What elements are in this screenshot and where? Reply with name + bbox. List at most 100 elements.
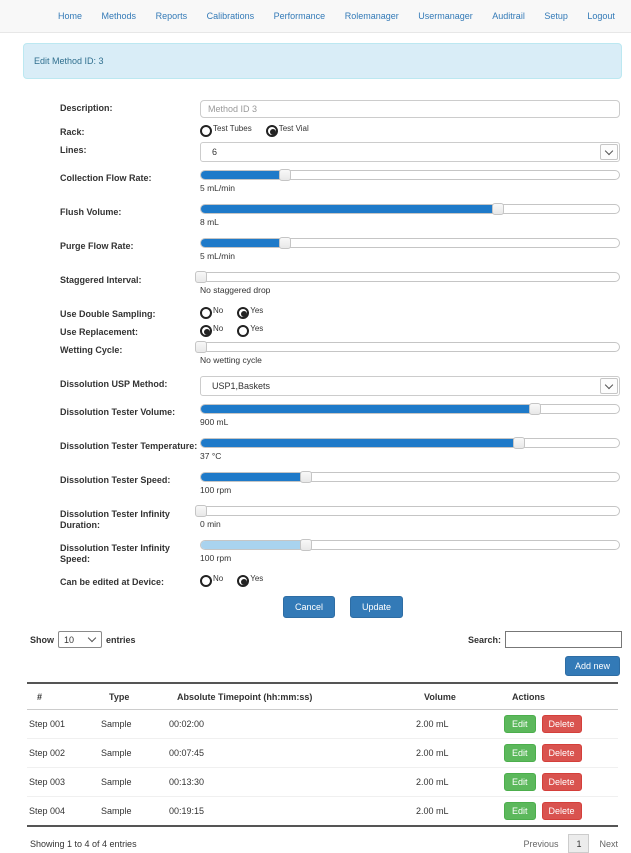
slider-handle[interactable] [278,237,291,249]
slider-handle[interactable] [195,341,207,353]
dissolution-usp-method-select[interactable]: USP1,Baskets [200,376,620,396]
cell-step-id: Step 003 [27,767,99,797]
cell-step-id: Step 002 [27,738,99,768]
slider-handle[interactable] [278,169,291,181]
staggered-interval-value: No staggered drop [200,285,271,295]
collection-flow-rate-value: 5 mL/min [200,183,235,193]
dissolution-tester-volume-label: Dissolution Tester Volume: [60,407,176,417]
device-edit-radio-no[interactable]: No [200,574,224,587]
cancel-button[interactable]: Cancel [283,596,336,618]
purge-flow-rate-value: 5 mL/min [200,251,235,261]
double-sampling-radio-yes[interactable]: Yes [237,306,264,319]
dissolution-tester-infinity-speed-slider [200,539,620,551]
nav-item-home[interactable]: Home [58,11,83,21]
entries-per-page-select[interactable]: 10 [58,631,102,648]
edit-button[interactable]: Edit [504,802,536,820]
nav-item-usermanager[interactable]: Usermanager [418,11,473,21]
top-navbar: Home Methods Reports Calibrations Perfor… [0,0,631,33]
radio-checked-icon[interactable] [265,125,278,137]
cell-timepoint: 00:19:15 [167,796,414,826]
slider-handle[interactable] [195,271,207,283]
slider-handle [299,539,312,551]
nav-item-performance[interactable]: Performance [273,11,326,21]
slider-handle[interactable] [299,471,312,483]
chevron-down-icon[interactable] [600,144,618,160]
nav-item-methods[interactable]: Methods [101,11,137,21]
radio-icon[interactable] [237,325,250,337]
radio-checked-icon[interactable] [200,325,212,337]
collection-flow-rate-slider[interactable] [200,169,620,181]
edit-button[interactable]: Edit [504,715,536,733]
edit-button[interactable]: Edit [504,744,536,762]
add-new-button[interactable]: Add new [564,656,620,676]
slider-handle[interactable] [529,403,542,415]
dissolution-tester-speed-slider[interactable] [200,471,620,483]
timepoints-table: # Type Absolute Timepoint (hh:mm:ss) Vol… [27,682,618,827]
dissolution-usp-method-value: USP1,Baskets [212,381,271,391]
replacement-radio-no[interactable]: No [200,324,223,337]
nav-item-reports[interactable]: Reports [155,11,188,21]
double-sampling-radio-no[interactable]: No [200,306,223,319]
search-label: Search: [467,634,501,645]
delete-button[interactable]: Delete [541,744,582,762]
radio-option-label: Yes [250,306,264,315]
table-row: Step 003 Sample 00:13:30 2.00 mL Edit Del… [27,767,618,797]
dissolution-tester-infinity-duration-slider[interactable] [195,505,620,517]
next-page-button[interactable]: Next [599,838,618,849]
update-button[interactable]: Update [350,596,404,618]
rack-label: Rack: [60,127,85,137]
collection-flow-rate-label: Collection Flow Rate: [60,173,152,183]
lines-select[interactable]: 6 [200,142,620,162]
search-input[interactable] [505,631,622,648]
nav-item-logout[interactable]: Logout [587,11,615,21]
entries-per-page-value: 10 [64,634,75,645]
dissolution-tester-infinity-speed-label: Dissolution Tester Infinity Speed: [60,543,170,564]
nav-item-rolemanager[interactable]: Rolemanager [344,11,399,21]
rack-radio-test-tubes[interactable]: Test Tubes [200,124,252,137]
table-row: Step 002 Sample 00:07:45 2.00 mL Edit Del… [27,738,618,768]
method-form: Description: Rack: Test Tubes Test Vial … [0,100,631,618]
radio-checked-icon[interactable] [237,575,250,587]
previous-page-button[interactable]: Previous [523,838,559,849]
radio-checked-icon[interactable] [237,307,250,319]
nav-item-calibrations[interactable]: Calibrations [206,11,255,21]
device-edit-radio-yes[interactable]: Yes [237,574,263,587]
entries-label: entries [106,634,136,645]
rack-radio-test-vial[interactable]: Test Vial [265,124,309,137]
nav-item-setup[interactable]: Setup [544,11,568,21]
radio-icon[interactable] [200,125,212,137]
wetting-cycle-value: No wetting cycle [200,355,262,365]
cell-type: Sample [99,767,167,797]
replacement-radio-yes[interactable]: Yes [237,324,263,337]
delete-button[interactable]: Delete [541,773,582,791]
lines-select-value: 6 [212,147,218,157]
column-header-volume[interactable]: Volume [414,683,502,710]
radio-icon[interactable] [200,575,212,587]
staggered-interval-slider[interactable] [195,271,620,283]
dissolution-tester-volume-slider[interactable] [200,403,620,415]
dissolution-tester-temperature-label: Dissolution Tester Temperature: [60,441,198,451]
column-header-type[interactable]: Type [99,683,167,710]
slider-handle[interactable] [491,203,504,215]
radio-icon[interactable] [200,307,212,319]
delete-button[interactable]: Delete [541,802,582,820]
radio-option-label: Test Vial [278,124,309,133]
delete-button[interactable]: Delete [541,715,582,733]
description-input[interactable] [200,100,620,118]
radio-option-label: No [213,574,224,583]
edit-button[interactable]: Edit [504,773,536,791]
dissolution-tester-infinity-speed-value: 100 rpm [200,553,232,563]
purge-flow-rate-slider[interactable] [200,237,620,249]
chevron-down-icon[interactable] [600,378,618,394]
flush-volume-slider[interactable] [200,203,620,215]
dissolution-tester-temperature-slider[interactable] [200,437,620,449]
wetting-cycle-slider[interactable] [195,341,620,353]
current-page-button[interactable]: 1 [568,834,590,853]
nav-item-auditrail[interactable]: Auditrail [492,11,525,21]
slider-handle[interactable] [512,437,525,449]
slider-handle[interactable] [195,505,207,517]
column-header-timepoint[interactable]: Absolute Timepoint (hh:mm:ss) [167,683,414,710]
column-header-actions: Actions [502,683,618,710]
table-toolbar: Show 10 entries Search: [30,631,622,648]
column-header-id[interactable]: # [27,683,99,710]
